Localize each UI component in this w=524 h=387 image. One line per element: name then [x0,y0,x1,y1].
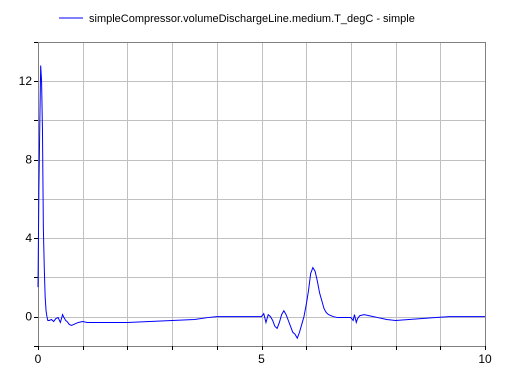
x-tick-label: 5 [258,352,265,366]
legend: simpleCompressor.volumeDischargeLine.med… [59,13,415,25]
tick-labels: 0 4 8 12 0 5 10 [19,74,492,366]
y-tick-label: 12 [19,74,33,88]
grid [38,42,485,346]
y-tick-label: 8 [25,153,32,167]
x-tick-label: 0 [35,352,42,366]
series-line-t-degc [37,65,485,340]
legend-label: simpleCompressor.volumeDischargeLine.med… [89,13,415,25]
y-tick-label: 4 [25,231,32,245]
y-tick-label: 0 [25,310,32,324]
axis-ticks [34,42,486,350]
x-tick-label: 10 [478,352,492,366]
